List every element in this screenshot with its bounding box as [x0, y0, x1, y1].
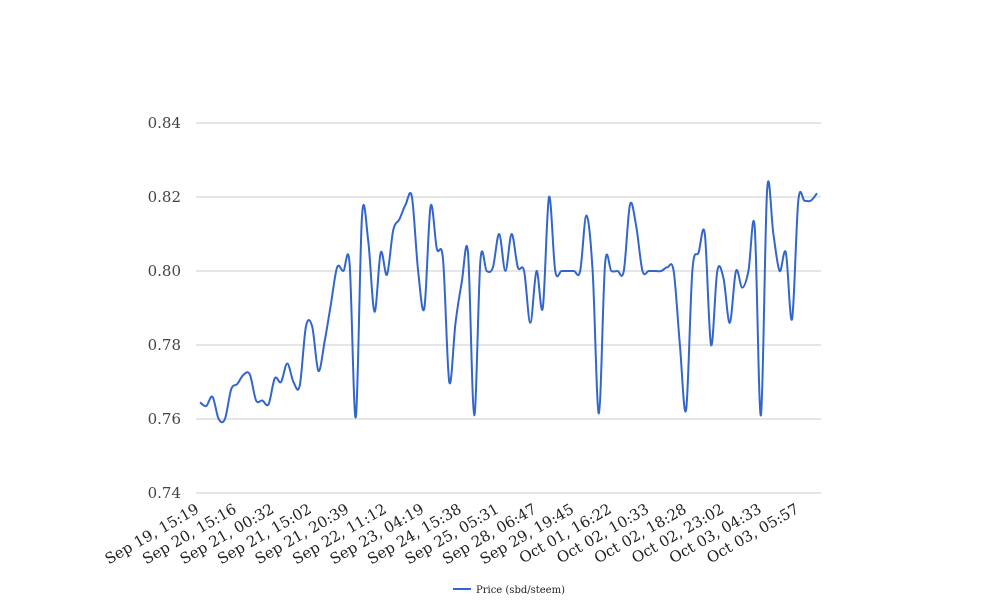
y-tick-label: 0.82	[148, 188, 181, 206]
series-lines	[199, 180, 818, 424]
y-tick-label: 0.78	[148, 336, 181, 354]
y-tick-label: 0.80	[148, 262, 181, 280]
legend: Price (sbd/steem)	[453, 585, 565, 596]
y-tick-label: 0.74	[148, 484, 181, 502]
gridlines	[196, 122, 821, 494]
series-line-price	[199, 180, 818, 424]
y-tick-label: 0.84	[148, 114, 181, 132]
legend-label: Price (sbd/steem)	[476, 585, 565, 596]
y-axis-tick-labels: 0.74 0.76 0.78 0.80 0.82 0.84	[148, 114, 181, 502]
y-tick-label: 0.76	[148, 410, 181, 428]
